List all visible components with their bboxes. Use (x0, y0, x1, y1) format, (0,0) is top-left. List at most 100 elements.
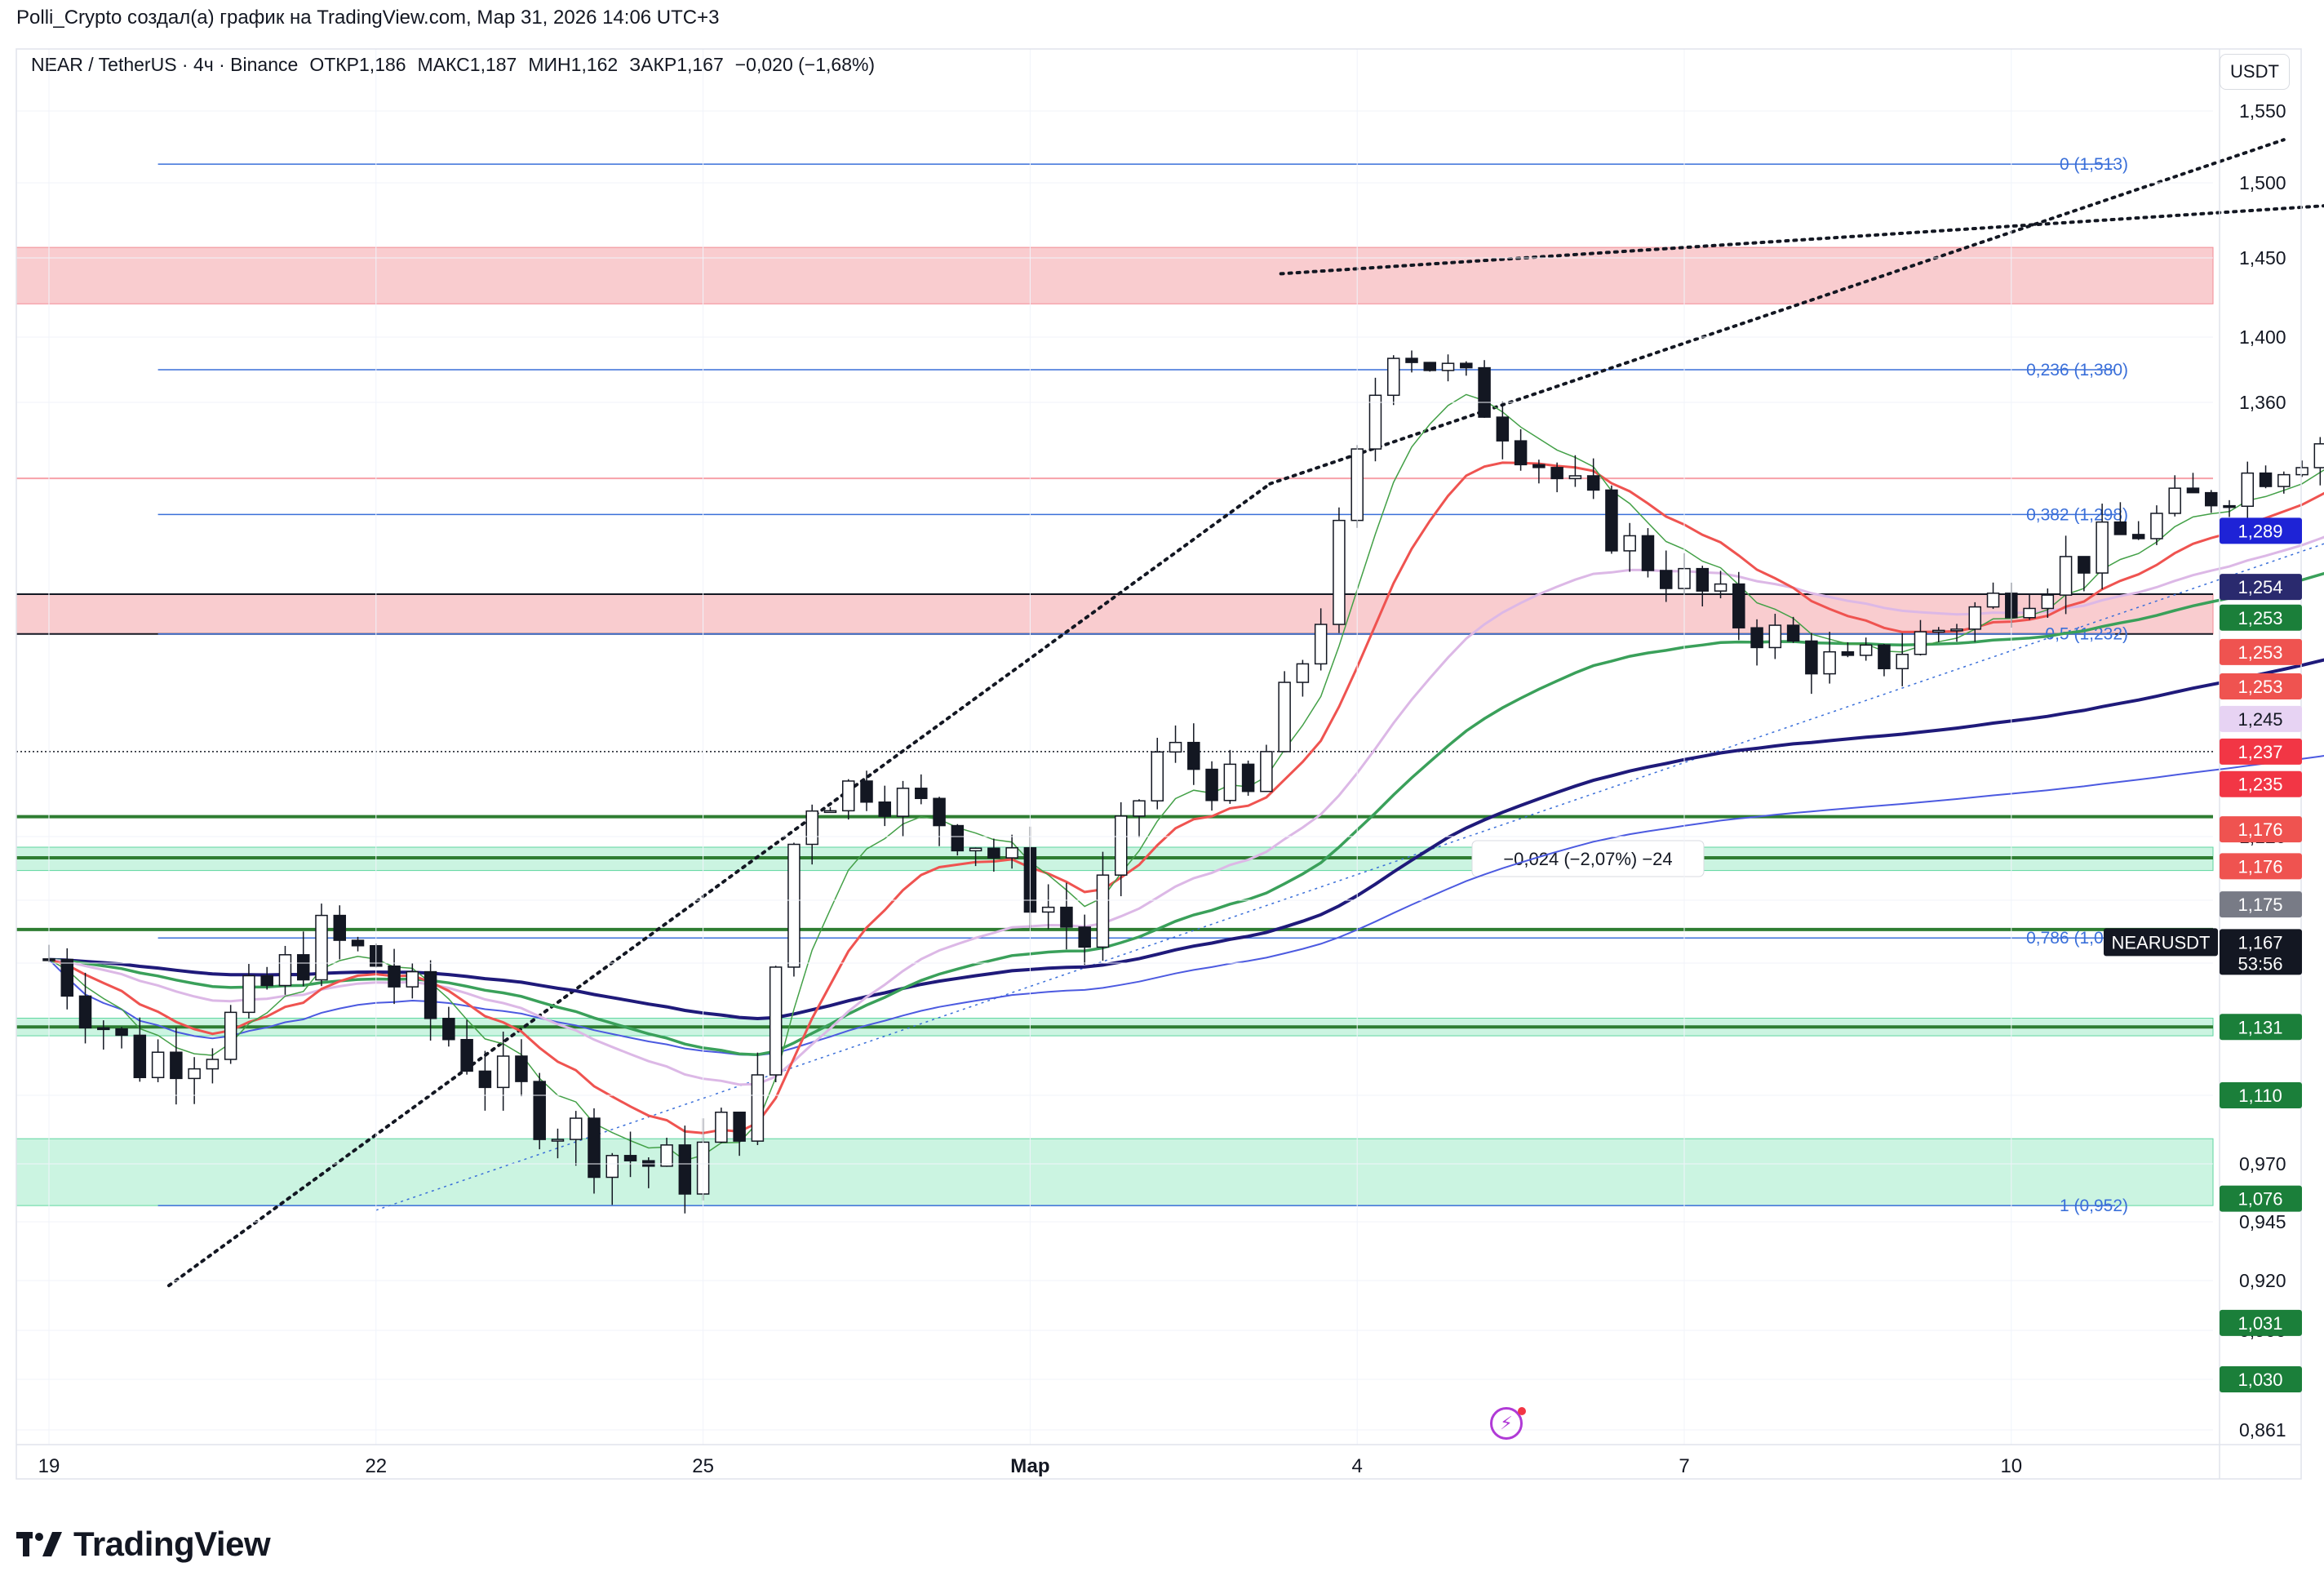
price-axis-label (2220, 853, 2302, 880)
price-axis-label (2220, 638, 2302, 665)
candle-down (78, 995, 92, 1029)
symbol-tag: NEARUSDT (2111, 932, 2210, 952)
candle-down (1586, 475, 1600, 491)
candle-up (2041, 594, 2055, 610)
price-axis-label (2220, 1014, 2302, 1041)
fib-level-label: 0,5 (1,232) (2045, 625, 2128, 644)
candle-down (533, 1081, 546, 1140)
candle-up (1368, 394, 1382, 450)
measure-label: −0,024 (−2,07%) −24 (1503, 849, 1672, 869)
fib-level-label: 0,786 (1,072) (2026, 929, 2128, 948)
candle-down (388, 966, 401, 988)
candle-down (1423, 362, 1437, 371)
ohlc-high: МАКС1,187 (417, 54, 517, 75)
candle-up (242, 975, 255, 1014)
time-tick-label: 4 (1352, 1455, 1363, 1477)
price-tick-label: 1,550 (2239, 100, 2286, 122)
candle-up (969, 847, 982, 852)
candle-up (2313, 443, 2324, 468)
ema-green-line (48, 571, 2324, 1056)
candle-down (133, 1034, 147, 1078)
tradingview-brand: TradingView (73, 1525, 271, 1563)
candle-up (496, 1055, 510, 1089)
tradingview-logo-icon (16, 1530, 64, 1558)
candle-up (1314, 624, 1328, 665)
price-axis-label (2220, 770, 2302, 797)
candle-up (1096, 874, 1110, 948)
price-tick-label: 1,450 (2239, 247, 2286, 269)
candle-down (951, 824, 965, 852)
levels-layer: 0 (1,513) 0,236 (1,380) 0,382 (1,298) 0,5 (… (16, 155, 2213, 1215)
symbol-tag-box (2104, 928, 2218, 957)
price-axis-label-text: 1,235 (2238, 775, 2282, 795)
candle-up (2168, 487, 2181, 514)
candle-up (2150, 513, 2163, 539)
resistance-zone (16, 246, 2214, 304)
candle-up (278, 954, 292, 987)
fib-level-label: 1 (0,952) (2060, 1197, 2128, 1215)
candle-up (1278, 682, 1291, 753)
candle-down (1060, 906, 1073, 928)
candle-down (1732, 583, 1745, 628)
candle-down (623, 1155, 637, 1161)
candle-up (151, 1051, 165, 1078)
candle-up (2023, 607, 2036, 619)
price-axis-label-text: 1,110 (2238, 1086, 2282, 1106)
candle-up (769, 966, 783, 1076)
candle-up (660, 1144, 673, 1167)
candle-up (1151, 751, 1164, 801)
ohlc-open: ОТКР1,186 (309, 54, 406, 75)
candle-down (460, 1038, 473, 1072)
price-axis-label (2220, 574, 2302, 601)
tradingview-logo[interactable]: TradingView (16, 1525, 271, 1564)
price-axis-label-text: 1,175 (2238, 895, 2282, 915)
symbol-name[interactable]: NEAR / TetherUS · 4ч · Binance (31, 54, 299, 75)
candle-down (515, 1055, 528, 1082)
price-axis-label (2220, 1366, 2302, 1392)
candle-up (551, 1139, 565, 1142)
candle-down (478, 1070, 492, 1089)
candle-down (1659, 570, 1673, 589)
measure-label-box (1471, 840, 1705, 877)
candle-up (188, 1068, 201, 1080)
fib-level-label: 0,382 (1,298) (2026, 505, 2128, 524)
candle-down (915, 788, 928, 800)
time-tick-label: 19 (38, 1455, 60, 1477)
ma-navy-line (48, 658, 2324, 1021)
chart-attribution: Polli_Crypto создал(а) график на Trading… (16, 7, 720, 29)
candle-down (1696, 567, 1710, 592)
price-axis-label-text: 1,245 (2238, 709, 2282, 730)
price-axis-label (2220, 1309, 2302, 1336)
price-tick-label: 0,920 (2239, 1270, 2286, 1291)
price-axis-label-text: 1,131 (2238, 1017, 2282, 1037)
candle-up (1986, 593, 2000, 608)
price-axis-label-text: 1,176 (2238, 819, 2282, 840)
candle-down (1841, 650, 1855, 656)
candle-up (1041, 906, 1055, 913)
candle-up (805, 810, 818, 846)
price-axis-label (2220, 816, 2302, 843)
candle-down (60, 958, 74, 997)
candle-down (2131, 534, 2145, 539)
candle-up (1714, 583, 1727, 592)
price-axis-label-text: 1,237 (2238, 742, 2282, 762)
flash-icon[interactable]: ⚡ (1490, 1407, 1523, 1440)
currency-selector[interactable]: USDT (2220, 54, 2290, 90)
candle-up (1114, 815, 1128, 876)
candle-up (1896, 654, 1909, 669)
candle-up (1968, 606, 1982, 630)
candle-up (315, 914, 328, 981)
price-axis-label-text: 1,289 (2238, 521, 2282, 541)
price-axis-label-text: 1,030 (2238, 1370, 2282, 1390)
candle-up (823, 810, 837, 814)
candle-down (1460, 362, 1473, 369)
price-axis-label-text: 1,076 (2238, 1189, 2282, 1210)
candle-down (2259, 472, 2273, 487)
time-tick-label: 25 (692, 1455, 714, 1477)
candle-down (678, 1144, 692, 1195)
ohlc-change: −0,020 (−1,68%) (734, 54, 876, 75)
candle-up (841, 780, 855, 812)
candle-down (1205, 768, 1218, 801)
ohlc-low: МИН1,162 (528, 54, 619, 75)
